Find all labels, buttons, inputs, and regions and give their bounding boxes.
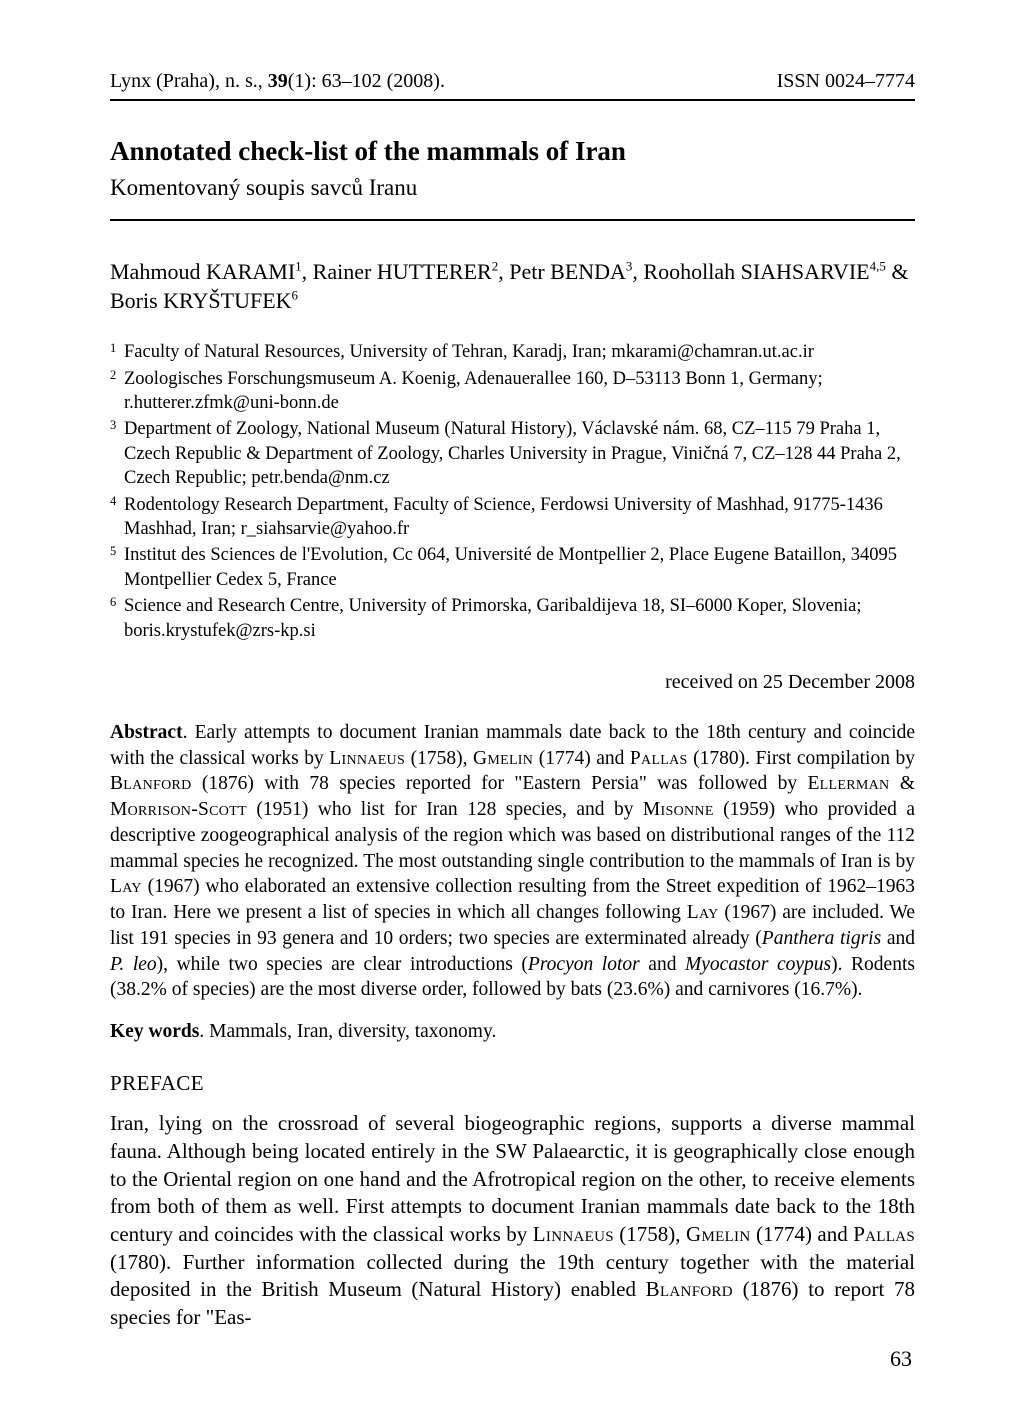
small-caps-name: Pallas	[630, 748, 688, 769]
journal-volume: 39	[268, 70, 288, 92]
affiliation-text: Zoologisches Forschungsmuseum A. Koenig,…	[124, 367, 915, 416]
body-paragraph: Iran, lying on the crossroad of several …	[110, 1110, 915, 1332]
affiliation-number: 3	[110, 419, 124, 490]
italic-taxon: Panthera tigris	[762, 928, 881, 949]
affiliation-number: 5	[110, 545, 124, 592]
affiliation-text: Institut des Sciences de l'Evolution, Cc…	[124, 543, 915, 592]
small-caps-name: Lay	[110, 876, 142, 897]
author-affil-sup: 2	[492, 258, 499, 273]
affiliation-item: 3Department of Zoology, National Museum …	[110, 417, 915, 490]
affiliation-text: Faculty of Natural Resources, University…	[124, 340, 915, 364]
author-name: Mahmoud KARAMI	[110, 259, 295, 284]
journal-issue-pages: (1): 63–102 (2008).	[288, 70, 445, 92]
received-date: received on 25 December 2008	[110, 671, 915, 694]
author-line: Mahmoud KARAMI1, Rainer HUTTERER2, Petr …	[110, 257, 915, 316]
author-name: Petr BENDA	[509, 259, 626, 284]
section-head-preface: PREFACE	[110, 1071, 915, 1096]
affiliation-item: 1Faculty of Natural Resources, Universit…	[110, 340, 915, 364]
running-head: Lynx (Praha), n. s., 39(1): 63–102 (2008…	[110, 70, 915, 101]
small-caps-name: Misonne	[643, 799, 714, 820]
affiliation-item: 2Zoologisches Forschungsmuseum A. Koenig…	[110, 367, 915, 416]
small-caps-name: Morrison-Scott	[110, 799, 247, 820]
italic-taxon: P. leo	[110, 954, 157, 975]
affiliation-item: 4Rodentology Research Department, Facult…	[110, 493, 915, 542]
running-head-issn: ISSN 0024–7774	[777, 70, 915, 93]
small-caps-name: Gmelin	[686, 1222, 750, 1246]
affiliation-text: Department of Zoology, National Museum (…	[124, 417, 915, 490]
affiliation-item: 6Science and Research Centre, University…	[110, 594, 915, 643]
italic-taxon: Procyon lotor	[528, 954, 640, 975]
small-caps-name: Pallas	[853, 1222, 915, 1246]
author-affil-sup: 1	[295, 258, 302, 273]
small-caps-name: Linnaeus	[329, 748, 405, 769]
small-caps-name: Lay	[687, 902, 719, 923]
affiliation-item: 5Institut des Sciences de l'Evolution, C…	[110, 543, 915, 592]
page: Lynx (Praha), n. s., 39(1): 63–102 (2008…	[0, 0, 1020, 1420]
affiliation-text: Rodentology Research Department, Faculty…	[124, 493, 915, 542]
author-name: Boris KRYŠTUFEK	[110, 288, 292, 313]
abstract: Abstract. Early attempts to document Ira…	[110, 720, 915, 1003]
small-caps-name: Linnaeus	[533, 1222, 614, 1246]
article-subtitle: Komentovaný soupis savců Iranu	[110, 175, 915, 201]
small-caps-name: Gmelin	[473, 748, 533, 769]
affiliation-number: 2	[110, 369, 124, 416]
page-number: 63	[890, 1346, 912, 1372]
author-affil-sup: 3	[626, 258, 633, 273]
article-title: Annotated check-list of the mammals of I…	[110, 135, 915, 169]
affiliation-text: Science and Research Centre, University …	[124, 594, 915, 643]
author-affil-sup: 4,5	[870, 258, 886, 273]
affiliation-number: 1	[110, 342, 124, 364]
small-caps-name: Blanford	[110, 773, 192, 794]
keywords-text: . Mammals, Iran, diversity, taxonomy.	[199, 1021, 496, 1042]
journal-prefix: Lynx (Praha), n. s.,	[110, 70, 268, 92]
author-affil-sup: 6	[292, 288, 299, 303]
small-caps-name: Ellerman	[807, 773, 889, 794]
affiliation-number: 4	[110, 495, 124, 542]
small-caps-name: Blanford	[646, 1277, 733, 1301]
affiliation-list: 1Faculty of Natural Resources, Universit…	[110, 340, 915, 643]
keywords-lead: Key words	[110, 1021, 199, 1042]
running-head-left: Lynx (Praha), n. s., 39(1): 63–102 (2008…	[110, 70, 445, 93]
italic-taxon: Myocastor coypus	[685, 954, 831, 975]
abstract-lead: Abstract	[110, 722, 183, 743]
abstract-body: . Early attempts to document Iranian mam…	[110, 722, 915, 1000]
title-rule	[110, 219, 915, 221]
author-name: Rainer HUTTERER	[313, 259, 492, 284]
keywords: Key words. Mammals, Iran, diversity, tax…	[110, 1021, 915, 1043]
affiliation-number: 6	[110, 596, 124, 643]
author-name: Roohollah SIAHSARVIE	[643, 259, 869, 284]
